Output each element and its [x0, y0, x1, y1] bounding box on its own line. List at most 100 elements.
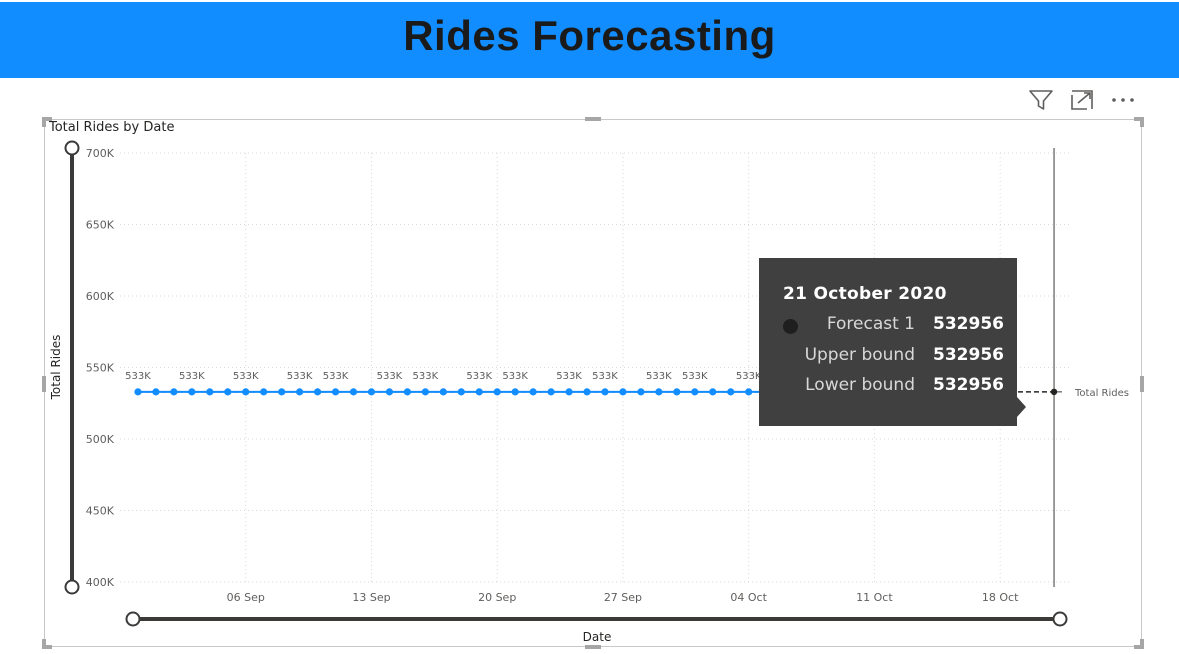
resize-handle[interactable]: [1134, 117, 1144, 121]
resize-handle[interactable]: [1134, 645, 1144, 649]
tooltip-row-forecast: Forecast 1 532956: [759, 314, 1017, 338]
data-point: [224, 388, 232, 396]
data-point: [457, 388, 465, 396]
tooltip-row-upper-bound: Upper bound 532956: [759, 345, 1017, 369]
y-tick-label: 500K: [86, 433, 115, 446]
y-zoom-slider-handle-bottom[interactable]: [64, 579, 80, 595]
data-label: 533K: [179, 371, 205, 382]
data-label: 533K: [287, 371, 313, 382]
data-point: [403, 388, 411, 396]
data-label: 533K: [466, 371, 492, 382]
data-point: [583, 388, 591, 396]
data-point: [188, 388, 196, 396]
data-point: [529, 388, 537, 396]
data-point: [619, 388, 627, 396]
data-point: [709, 388, 717, 396]
data-point: [385, 388, 394, 396]
x-tick-label: 11 Oct: [856, 591, 893, 604]
data-point: [260, 388, 268, 396]
resize-handle[interactable]: [1140, 117, 1144, 127]
data-point: [673, 388, 681, 396]
data-point: [206, 388, 214, 396]
y-tick-label: 450K: [86, 505, 115, 518]
data-point: [565, 388, 573, 396]
resize-handle[interactable]: [585, 117, 601, 121]
x-tick-label: 18 Oct: [982, 591, 1019, 604]
resize-handle[interactable]: [42, 376, 46, 392]
forecast-tooltip: 21 October 2020 Forecast 1 532956 Upper …: [759, 258, 1026, 426]
tooltip-row-lower-bound: Lower bound 532956: [759, 375, 1017, 399]
x-zoom-slider-handle-left[interactable]: [125, 611, 141, 627]
data-label: 533K: [646, 371, 672, 382]
more-options-icon[interactable]: [1110, 88, 1136, 112]
data-point: [745, 388, 753, 396]
data-point: [637, 388, 645, 396]
data-point: [493, 388, 501, 396]
tooltip-label: Upper bound: [804, 345, 915, 365]
data-label: 533K: [736, 371, 762, 382]
resize-handle[interactable]: [585, 645, 601, 649]
data-label: 533K: [125, 371, 151, 382]
data-label: 533K: [682, 371, 708, 382]
data-label: 533K: [323, 371, 349, 382]
data-label: 533K: [592, 371, 618, 382]
data-point: [511, 388, 519, 396]
data-point: [331, 388, 340, 396]
x-tick-label: 13 Sep: [352, 591, 390, 604]
data-label: 533K: [556, 371, 582, 382]
data-label: 533K: [413, 371, 439, 382]
data-point: [601, 388, 609, 396]
tooltip-value: 532956: [933, 345, 1004, 365]
data-point: [134, 388, 142, 396]
data-point: [367, 388, 376, 396]
resize-handle[interactable]: [42, 639, 46, 649]
tooltip-label: Lower bound: [805, 375, 915, 395]
data-point: [242, 388, 250, 396]
y-zoom-slider-handle-top[interactable]: [64, 140, 80, 156]
series-end-label: Total Rides: [1074, 388, 1129, 399]
y-tick-label: 650K: [86, 219, 115, 232]
data-label: 533K: [377, 371, 403, 382]
data-point: [278, 388, 286, 396]
y-axis-title: Total Rides: [49, 335, 63, 401]
x-zoom-slider-handle-right[interactable]: [1052, 611, 1068, 627]
data-point: [439, 388, 447, 396]
data-point: [475, 388, 483, 396]
tooltip-value: 532956: [933, 375, 1004, 395]
x-axis-title: Date: [583, 630, 612, 644]
resize-handle[interactable]: [42, 645, 52, 649]
y-tick-label: 550K: [86, 362, 115, 375]
data-point: [296, 388, 304, 396]
x-tick-label: 27 Sep: [604, 591, 642, 604]
chart-title: Total Rides by Date: [49, 120, 175, 135]
y-tick-label: 700K: [86, 147, 115, 160]
resize-handle[interactable]: [1140, 376, 1144, 392]
tooltip-label: Forecast 1: [826, 314, 915, 334]
x-tick-label: 20 Sep: [478, 591, 516, 604]
focus-mode-icon[interactable]: [1069, 88, 1095, 112]
data-point: [170, 388, 178, 396]
data-label: 533K: [502, 371, 528, 382]
data-point: [313, 388, 322, 396]
forecast-legend-marker: [783, 319, 798, 334]
resize-handle[interactable]: [1140, 639, 1144, 649]
data-point: [349, 388, 358, 396]
x-tick-label: 04 Oct: [730, 591, 767, 604]
tooltip-value: 532956: [933, 314, 1004, 334]
filter-icon[interactable]: [1028, 88, 1054, 112]
tooltip-date: 21 October 2020: [783, 284, 947, 304]
data-point: [547, 388, 555, 396]
x-tick-label: 06 Sep: [227, 591, 265, 604]
data-point: [727, 388, 735, 396]
resize-handle[interactable]: [42, 117, 52, 121]
resize-handle[interactable]: [42, 117, 46, 127]
data-point: [152, 388, 160, 396]
data-point: [421, 388, 429, 396]
hover-point: [1050, 388, 1058, 396]
data-label: 533K: [233, 371, 259, 382]
data-point: [691, 388, 699, 396]
data-point: [655, 388, 663, 396]
y-tick-label: 600K: [86, 290, 115, 303]
report-title: Rides Forecasting: [403, 12, 776, 59]
